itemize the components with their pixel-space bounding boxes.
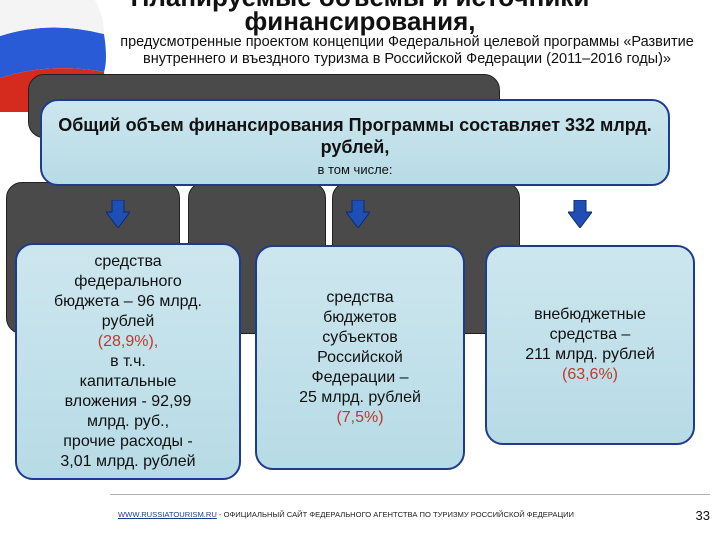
source-line: рублей [101, 312, 155, 330]
total-funding-box: Общий объем финансирования Программы сос… [40, 99, 670, 186]
source-line: вложения - 92,99 [64, 392, 192, 410]
source-percent: (7,5%) [336, 408, 384, 426]
source-line: средства [94, 252, 162, 270]
source-line: капитальные [79, 372, 177, 390]
source-line: бюджета – 96 млрд. [54, 292, 202, 310]
source-line: в т.ч. [110, 352, 146, 370]
source-line: средства – [549, 326, 631, 343]
page-title-line1: Планируемые объемы и источники [110, 0, 610, 10]
page-number: 33 [695, 508, 710, 523]
source-line: Федерации – [311, 368, 409, 386]
source-line: внебюджетные [534, 306, 646, 323]
source-line: средства [326, 288, 394, 306]
footer: WWW.RUSSIATOURISM.RU - ОФИЦИАЛЬНЫЙ САЙТ … [118, 510, 574, 519]
source-line: федерального [74, 272, 182, 290]
extrabudgetary-box: внебюджетные средства – 211 млрд. рублей… [485, 245, 695, 445]
source-percent: (63,6%) [561, 366, 619, 383]
page-subtitle: предусмотренные проектом концепции Федер… [120, 34, 694, 67]
page-title-line2: финансирования, [244, 6, 476, 36]
footer-site-link[interactable]: WWW.RUSSIATOURISM.RU [118, 510, 217, 519]
source-line: Российской [317, 348, 403, 366]
source-line: бюджетов [323, 308, 397, 326]
footer-divider [110, 494, 710, 495]
source-line: млрд. руб., [86, 412, 170, 430]
russian-flag-icon [0, 0, 112, 112]
footer-text: - ОФИЦИАЛЬНЫЙ САЙТ ФЕДЕРАЛЬНОГО АГЕНТСТВ… [216, 510, 574, 519]
including-label: в том числе: [317, 162, 393, 177]
source-line: 211 млрд. рублей [525, 346, 655, 363]
source-percent: (28,9%), [97, 332, 159, 350]
source-line: 25 млрд. рублей [299, 388, 421, 406]
regional-budget-box: средства бюджетов субъектов Российской Ф… [255, 245, 465, 470]
source-line: 3,01 млрд. рублей [60, 452, 196, 470]
total-funding-text: Общий объем финансирования Программы сос… [58, 115, 652, 157]
arrow-down-icon [346, 200, 370, 228]
source-line: субъектов [322, 328, 398, 346]
federal-budget-box: средства федерального бюджета – 96 млрд.… [15, 243, 241, 480]
arrow-down-icon [568, 200, 592, 228]
arrow-down-icon [106, 200, 130, 228]
source-line: прочие расходы - [63, 432, 193, 450]
